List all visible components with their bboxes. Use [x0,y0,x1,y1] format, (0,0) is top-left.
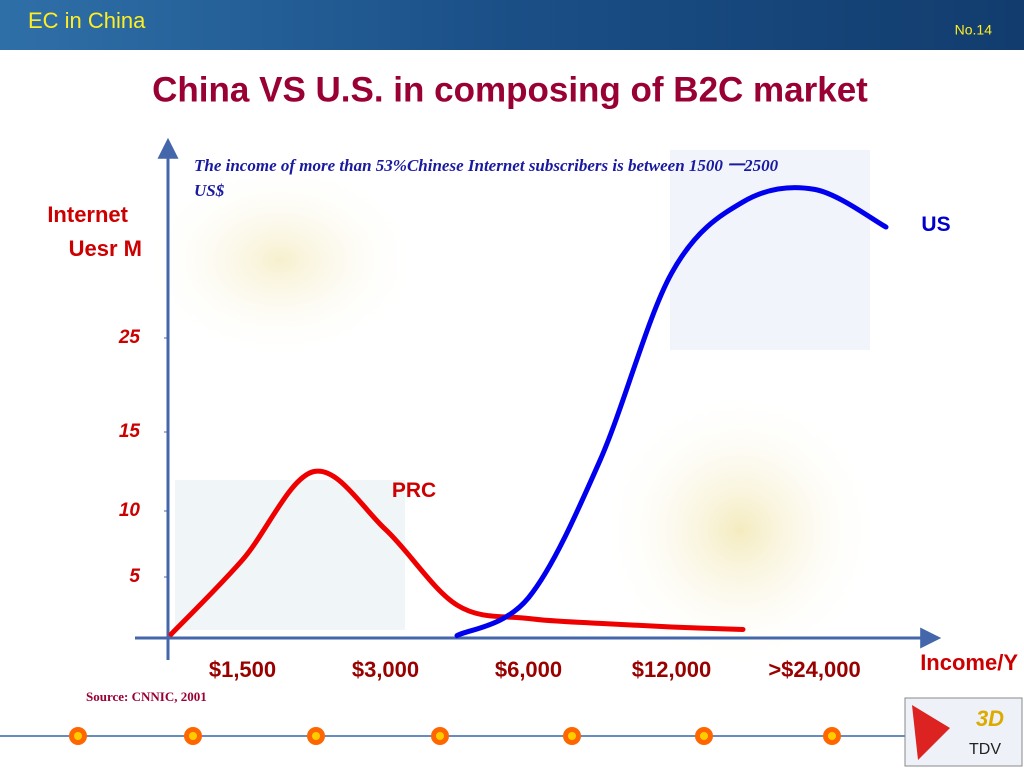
x-tick-label: $1,500 [209,657,276,682]
logo-name: TDV [969,741,1001,758]
x-axis-label: Income/Y [920,650,1018,675]
series-label: US [921,213,950,236]
series-line [168,468,746,637]
y-tick-label: 5 [129,566,140,587]
bg-photo [175,480,405,630]
series-label: PRC [392,479,436,502]
y-axis-label: Uesr M [69,236,142,261]
header-bar [0,0,1024,50]
bg-globe [600,390,880,670]
page-number: No.14 [955,22,993,38]
logo-mark: 3D [976,706,1004,731]
section-title: EC in China [28,8,146,33]
y-tick-label: 25 [118,327,141,348]
logo-icon [912,705,950,760]
bg-photo [670,150,870,350]
x-tick-label: $6,000 [495,657,562,682]
y-tick-label: 15 [119,421,141,442]
chart-title: China VS U.S. in composing of B2C market [152,70,868,109]
source-note: Source: CNNIC, 2001 [86,689,207,704]
y-tick-label: 10 [119,500,141,521]
footer-ornaments [69,727,841,745]
series-line [454,185,889,639]
y-axis-label: Internet [47,202,128,227]
x-tick-label: >$24,000 [768,657,860,682]
annotation: The income of more than 53%Chinese Inter… [194,156,779,200]
x-tick-label: $3,000 [352,657,419,682]
bg-photo [140,160,420,360]
x-tick-label: $12,000 [632,657,712,682]
